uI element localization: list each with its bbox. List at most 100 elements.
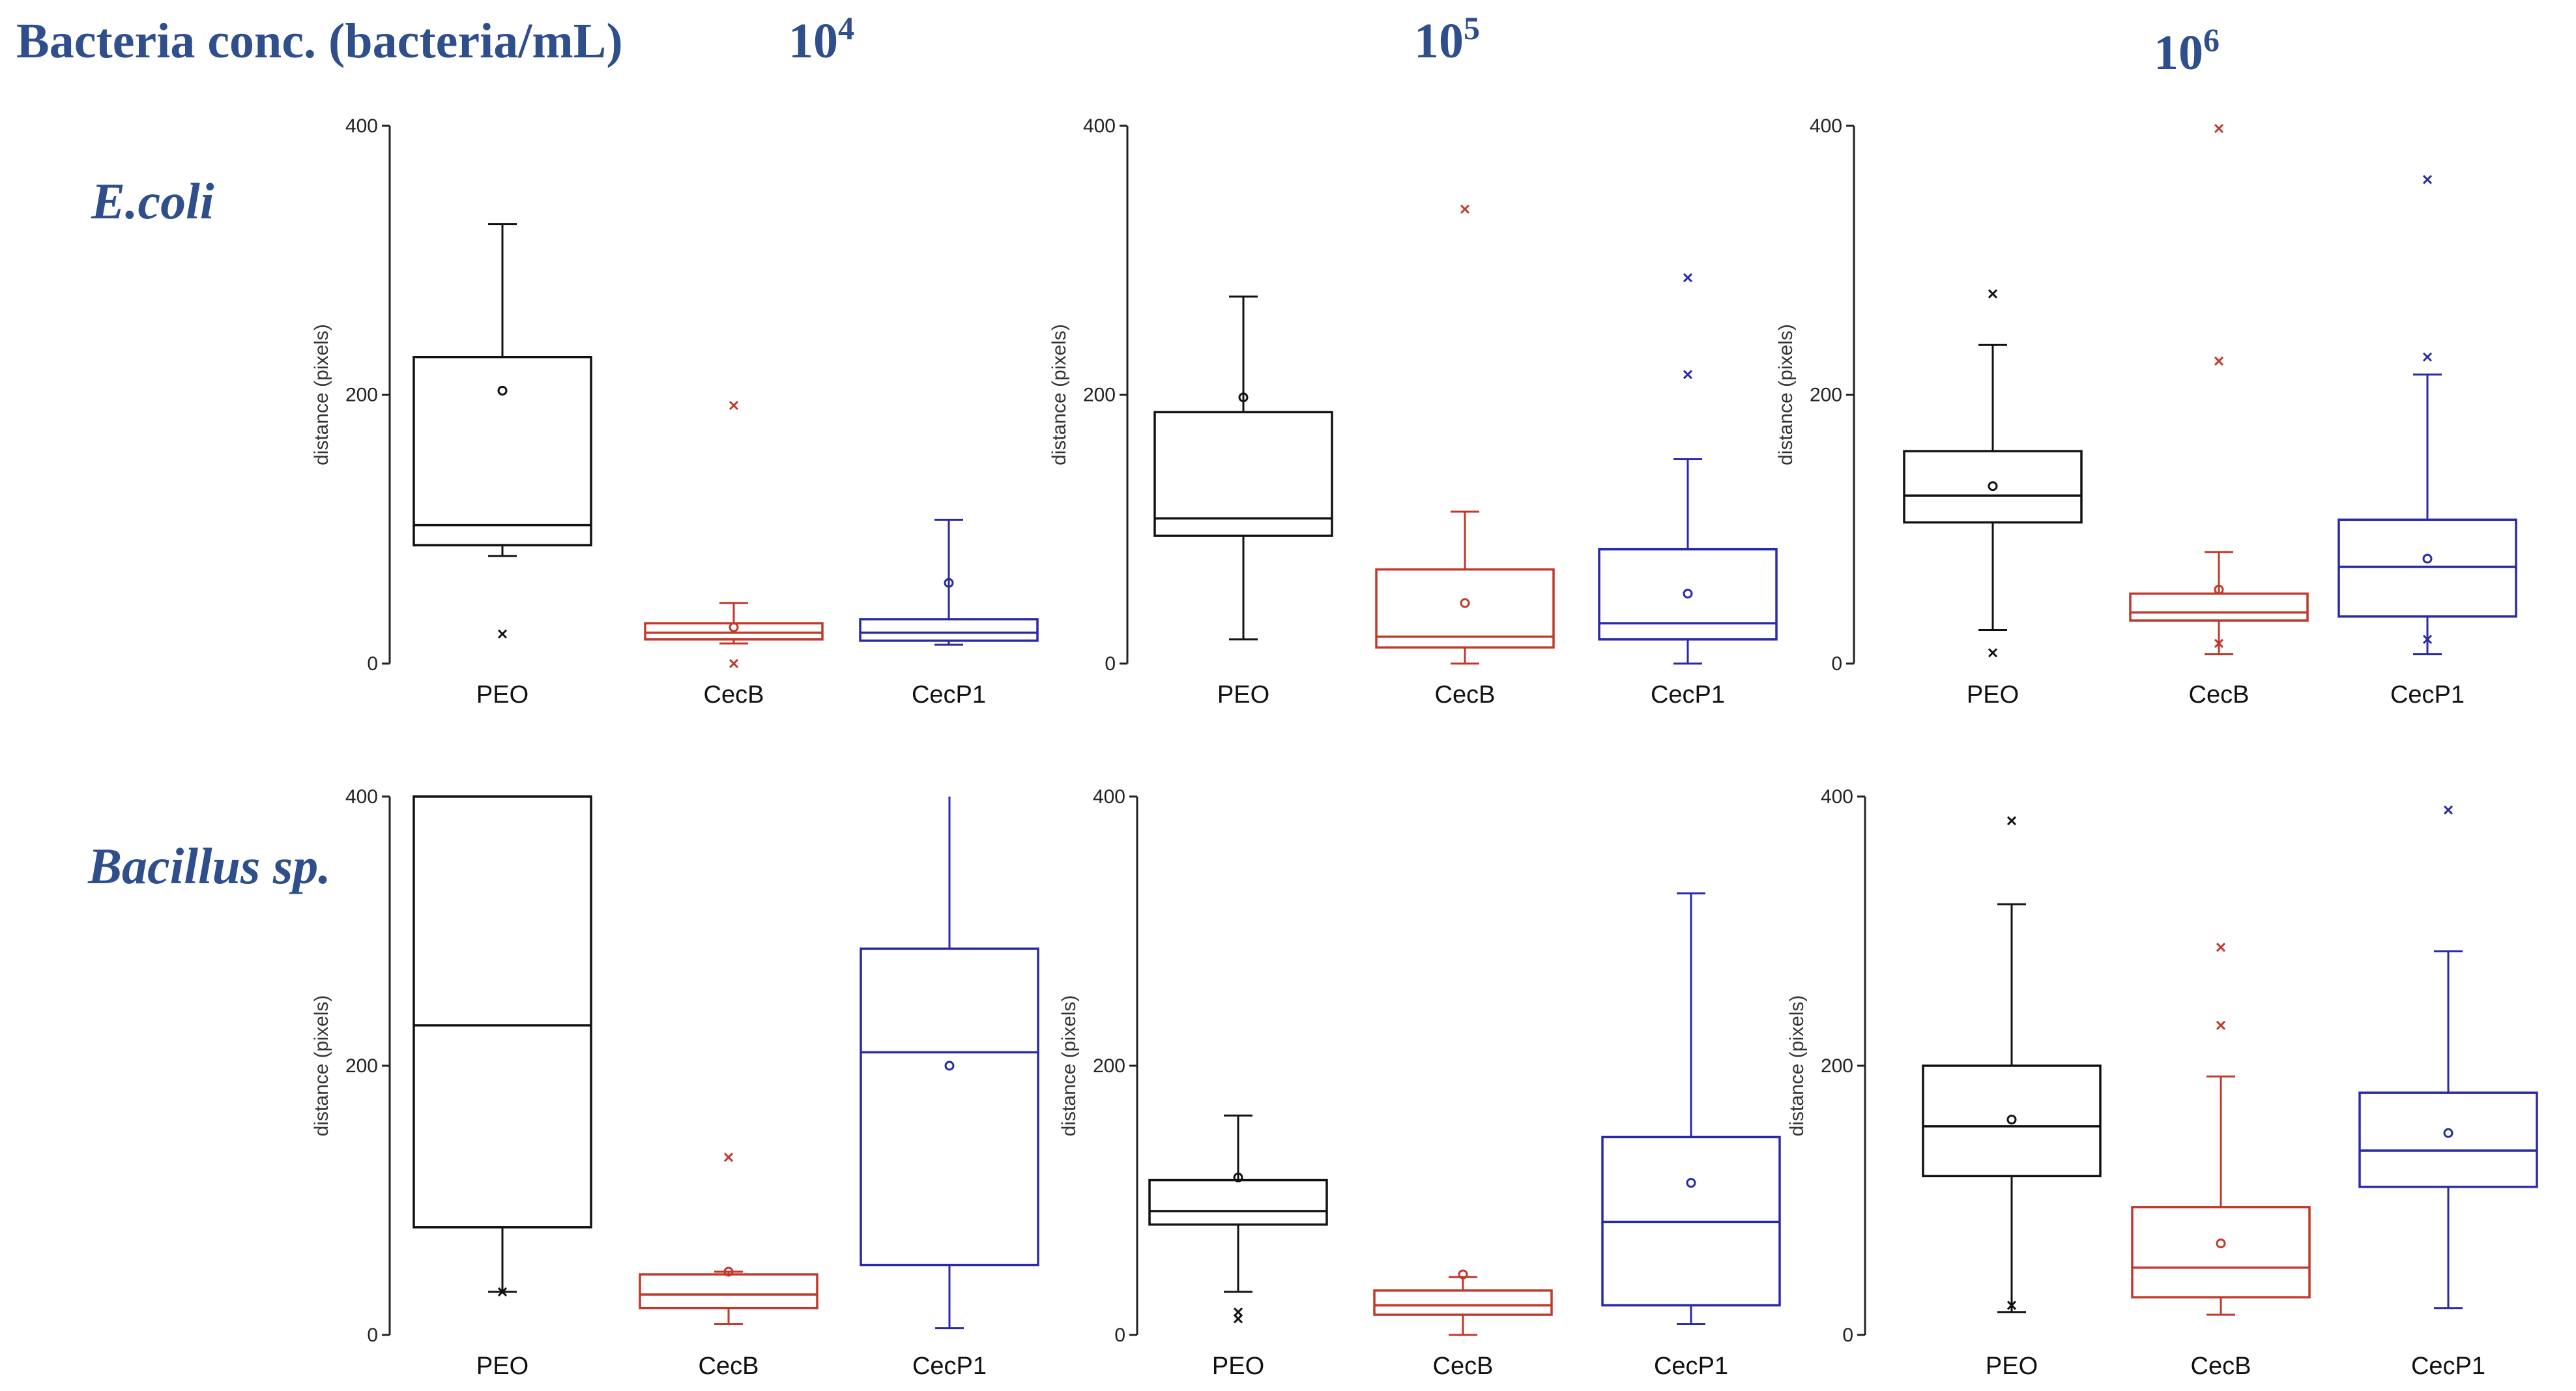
concentration-base: 10 [2154,25,2203,80]
iqr-box [639,1273,818,1310]
outlier-marker [2216,943,2226,952]
iqr-box [860,947,1039,1267]
y-tick-label: 200 [1093,1055,1125,1077]
box-plot-panel: 0 200 400 distance (pixels) PEO CecB CecP1 [1786,786,2538,1380]
y-axis-label: distance (pixels) [1049,324,1070,465]
box-cecp1: CecP1 [1601,892,1781,1380]
mean-marker [1233,1172,1243,1182]
box-cecb: CecB [1373,1269,1553,1380]
outlier-stroke [497,1287,508,1296]
iqr-box [2129,593,2309,622]
outlier-marker [1988,289,1998,299]
outlier-stroke [1233,1307,1243,1317]
y-axis-label: distance (pixels) [311,324,332,465]
outlier-stroke [2422,175,2433,184]
outlier-stroke [1988,289,1998,299]
outlier-marker [2006,816,2017,826]
outlier-stroke [1233,1314,1243,1324]
box-cecb: CecB [1375,204,1555,709]
mean-marker [2006,1115,2017,1125]
y-tick-label: 200 [1821,1055,1853,1077]
outlier-stroke [2006,1300,2017,1310]
outlier-marker [729,400,739,411]
iqr-box [2131,1206,2311,1298]
outlier-marker [2422,352,2433,362]
outlier-marker [723,1152,734,1162]
mean-marker [1460,598,1470,608]
box-cecb: CecB [2129,124,2309,709]
box-cecp1: CecP1 [2337,175,2517,709]
iqr-box [1148,1179,1328,1226]
outlier-stroke [729,658,739,669]
x-category-label: PEO [1986,1353,2038,1380]
x-category-label: CecB [1435,681,1496,709]
box-peo: PEO [1153,295,1333,709]
outlier-stroke [497,629,508,639]
outlier-marker [729,658,739,669]
mean-marker [1988,481,1998,491]
iqr-box [1903,450,2083,524]
iqr-box [412,795,592,1229]
box-cecb: CecB [2131,943,2311,1380]
box-plot-panel: 0 200 400 distance (pixels) PEO CecB CecP1 [1049,115,1778,709]
y-tick-label: 400 [345,115,378,137]
x-category-label: PEO [1967,681,2019,709]
y-tick-label: 0 [367,1325,378,1346]
x-category-label: PEO [1217,681,1269,709]
mean-marker [1238,392,1249,403]
outlier-marker [2422,175,2433,184]
mean-marker [1686,1178,1696,1188]
box-cecb: CecB [639,1152,818,1380]
mean-marker [1458,1269,1468,1280]
x-category-label: PEO [1212,1353,1264,1380]
outlier-stroke [2443,805,2453,815]
mean-marker [2216,1238,2226,1249]
iqr-box [859,618,1039,642]
box-peo: PEO [1148,1114,1328,1380]
y-tick-label: 200 [1083,385,1116,406]
box-plot-panel: 0 200 400 distance (pixels) PEO CecB CecP1 [1775,115,2517,709]
iqr-box [2337,518,2517,618]
concentration-exponent: 4 [838,10,854,46]
mean-marker [723,1267,734,1277]
x-category-label: CecB [704,681,764,709]
iqr-box [1598,548,1778,641]
concentration-label: 105 [1414,10,1480,68]
y-axis-label: distance (pixels) [1775,324,1797,465]
row-label-ecoli: E.coli [91,173,214,229]
iqr-box [1922,1064,2102,1178]
outlier-stroke [1988,648,1998,658]
y-tick-label: 0 [1842,1325,1853,1346]
outlier-stroke [1683,370,1693,379]
mean-marker [944,1061,955,1071]
x-category-label: CecP1 [1651,681,1725,709]
y-tick-label: 0 [1831,653,1842,675]
y-tick-label: 400 [1093,786,1125,808]
mean-marker [2214,585,2224,595]
x-category-label: CecP1 [2390,681,2465,709]
outlier-stroke [2214,124,2224,134]
box-cecp1: CecP1 [859,518,1039,709]
concentration-base: 10 [1414,14,1464,68]
outlier-marker [2214,124,2224,134]
x-category-label: PEO [476,681,528,709]
outlier-stroke [723,1152,734,1162]
outlier-marker [1988,648,1998,658]
iqr-box [1153,411,1333,537]
concentration-base: 10 [789,14,838,68]
box-cecb: CecB [644,400,824,709]
concentration-exponent: 5 [1464,10,1480,46]
outlier-stroke [2006,816,2017,826]
outlier-marker [1683,370,1693,379]
x-category-label: CecB [699,1353,759,1380]
y-axis-label: distance (pixels) [1058,995,1080,1137]
box-cecp1: CecP1 [2358,805,2538,1380]
y-tick-label: 400 [1821,786,1853,808]
mean-marker [2443,1128,2453,1138]
y-tick-label: 0 [1105,653,1116,675]
outlier-stroke [729,400,739,411]
x-category-label: CecB [1433,1353,1494,1380]
outlier-stroke [2422,352,2433,362]
iqr-box [412,356,592,547]
